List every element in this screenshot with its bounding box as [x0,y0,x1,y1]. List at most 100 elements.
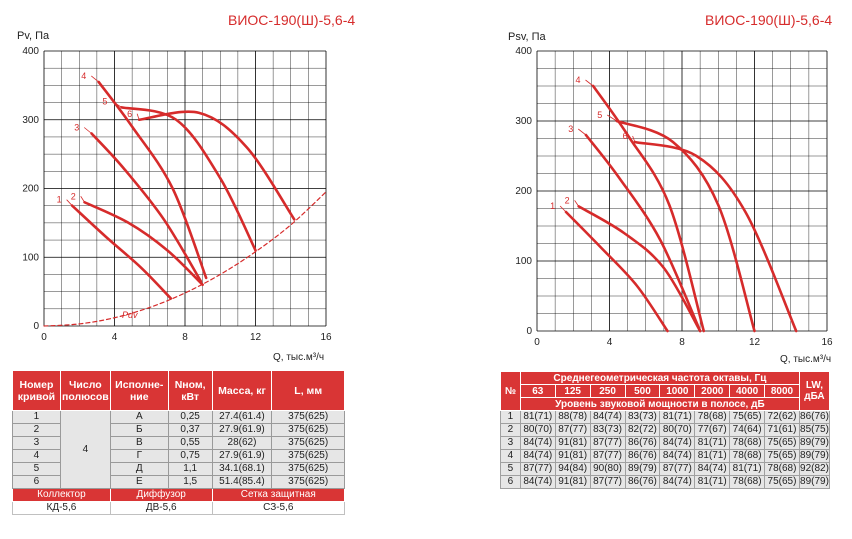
cell-curve: 5 [12,462,61,476]
cell-length: 375(625) [271,410,345,424]
cell-row-no: 5 [500,462,521,476]
cell-poles: 4 [59,410,111,489]
cell-version: Д [109,462,169,476]
cell-level: 84(74) [659,449,696,463]
curve-label: 3 [568,124,573,134]
cell-level: 84(74) [659,436,696,450]
pdv-curve [43,191,327,327]
th-mass: Масса, кг [211,370,273,411]
cell-level: 81(71) [729,462,766,476]
cell-level: 90(80) [589,462,626,476]
cell-level: 81(71) [694,449,731,463]
curve-2 [577,205,702,333]
table-row: 4 84(74) 91(81) 87(77) 86(76) 84(74) 81(71) 78(… [500,449,831,463]
table-row: 1 81(71) 88(78) 84(74) 83(73) 81(71) 78(68) 75(… [500,410,831,424]
th-curve-no: Номер кривой [12,370,61,411]
curve-6 [633,140,798,333]
cell-lw: 86(76) [798,410,831,424]
curve-spec-table: Номер кривой Число полюсов Исполне-ние N… [12,370,346,515]
th-poles: Число полюсов [59,370,111,411]
y-tick-label: 100 [22,252,39,263]
curve-3 [90,132,203,283]
cell-level: 81(71) [694,475,731,489]
cell-row-no: 4 [500,449,521,463]
curve-leader [632,135,636,143]
y-tick-label: 300 [22,115,39,126]
cell-level: 84(74) [694,462,731,476]
curve-label: 2 [71,191,76,201]
cell-level: 87(77) [519,462,556,476]
cell-level: 80(70) [519,423,556,437]
curve-leader [136,113,140,120]
cell-version: В [109,436,169,450]
cell-level: 87(77) [589,475,626,489]
x-tick-label: 8 [679,337,685,348]
cell-level: 84(74) [519,475,556,489]
curve-leader [112,101,122,108]
y-tick-label: 0 [526,326,532,337]
curve-leader [559,205,567,213]
cell-level: 71(61) [764,423,800,437]
table-footer-values: КД-5,6 ДВ-5,6 СЗ-5,6 [12,501,346,515]
cell-level: 86(76) [624,449,661,463]
cell-level: 81(71) [519,410,556,424]
cell-row-no: 1 [500,410,521,424]
cell-power: 0,75 [167,449,213,463]
cell-level: 87(77) [589,449,626,463]
footer-collector-value: КД-5,6 [12,501,111,515]
curve-label: 6 [623,131,628,141]
cell-length: 375(625) [271,449,345,463]
sound-power-table: № Среднегеометрическая частота октавы, Г… [500,371,831,489]
cell-level: 78(68) [764,462,800,476]
cell-level: 94(84) [554,462,591,476]
cell-level: 81(71) [694,436,731,450]
table-row: 3 84(74) 91(81) 87(77) 86(76) 84(74) 81(71) 78(… [500,436,831,450]
y-tick-label: 0 [33,321,39,332]
cell-lw: 89(79) [798,436,831,450]
y-tick-label: 200 [22,184,39,195]
cell-lw: 89(79) [798,475,831,489]
cell-level: 87(77) [659,462,696,476]
x-tick-label: 12 [250,332,262,343]
curve-leader [80,196,85,203]
curve-label: 1 [550,201,555,211]
table-row: 5 87(77) 94(84) 90(80) 89(79) 87(77) 84(74) 81(… [500,462,831,476]
table-row: 1 4 А 0,25 27.4(61.4) 375(625) [12,410,345,489]
curve-leader [66,199,73,206]
curve-label: 3 [74,123,79,133]
th-power-level: Уровень звуковой мощности в полосе, дБ [519,397,800,411]
cell-lw: 85(75) [798,423,831,437]
chart-left-xlabel: Q, тыс.м³/ч [273,352,324,363]
curve-leader [585,79,594,87]
footer-grid-value: СЗ-5,6 [211,501,346,515]
curve-label: 1 [57,195,62,205]
cell-power: 1,5 [167,475,213,489]
th-freq: Среднегеометрическая частота октавы, Гц [519,371,800,385]
footer-diffuser-label: Диффузор [109,488,213,502]
curve-1 [564,210,669,333]
cell-curve: 2 [12,423,61,437]
curve-3 [584,133,702,333]
cell-level: 91(81) [554,449,591,463]
cell-level: 75(65) [764,436,800,450]
table-row: 2 80(70) 87(77) 83(73) 82(72) 80(70) 77(67) 74(… [500,423,831,437]
x-tick-label: 16 [821,337,833,348]
cell-length: 375(625) [271,436,345,450]
cell-row-no: 6 [500,475,521,489]
curve-label: 6 [127,109,132,119]
curve-leader [91,75,99,83]
y-tick-label: 300 [515,116,532,127]
cell-mass: 27.9(61.9) [211,423,273,437]
cell-level: 87(77) [589,436,626,450]
cell-level: 83(73) [589,423,626,437]
cell-length: 375(625) [271,462,345,476]
cell-mass: 28(62) [211,436,273,450]
cell-level: 78(68) [729,475,766,489]
curve-leader [574,200,580,207]
th-freq-250: 250 [589,384,626,398]
cell-row-no: 2 [500,423,521,437]
chart-right-ylabel: Psv, Па [508,31,547,43]
cell-level: 82(72) [624,423,661,437]
curve-label: 5 [597,110,602,120]
cell-mass: 51.4(85.4) [211,475,273,489]
